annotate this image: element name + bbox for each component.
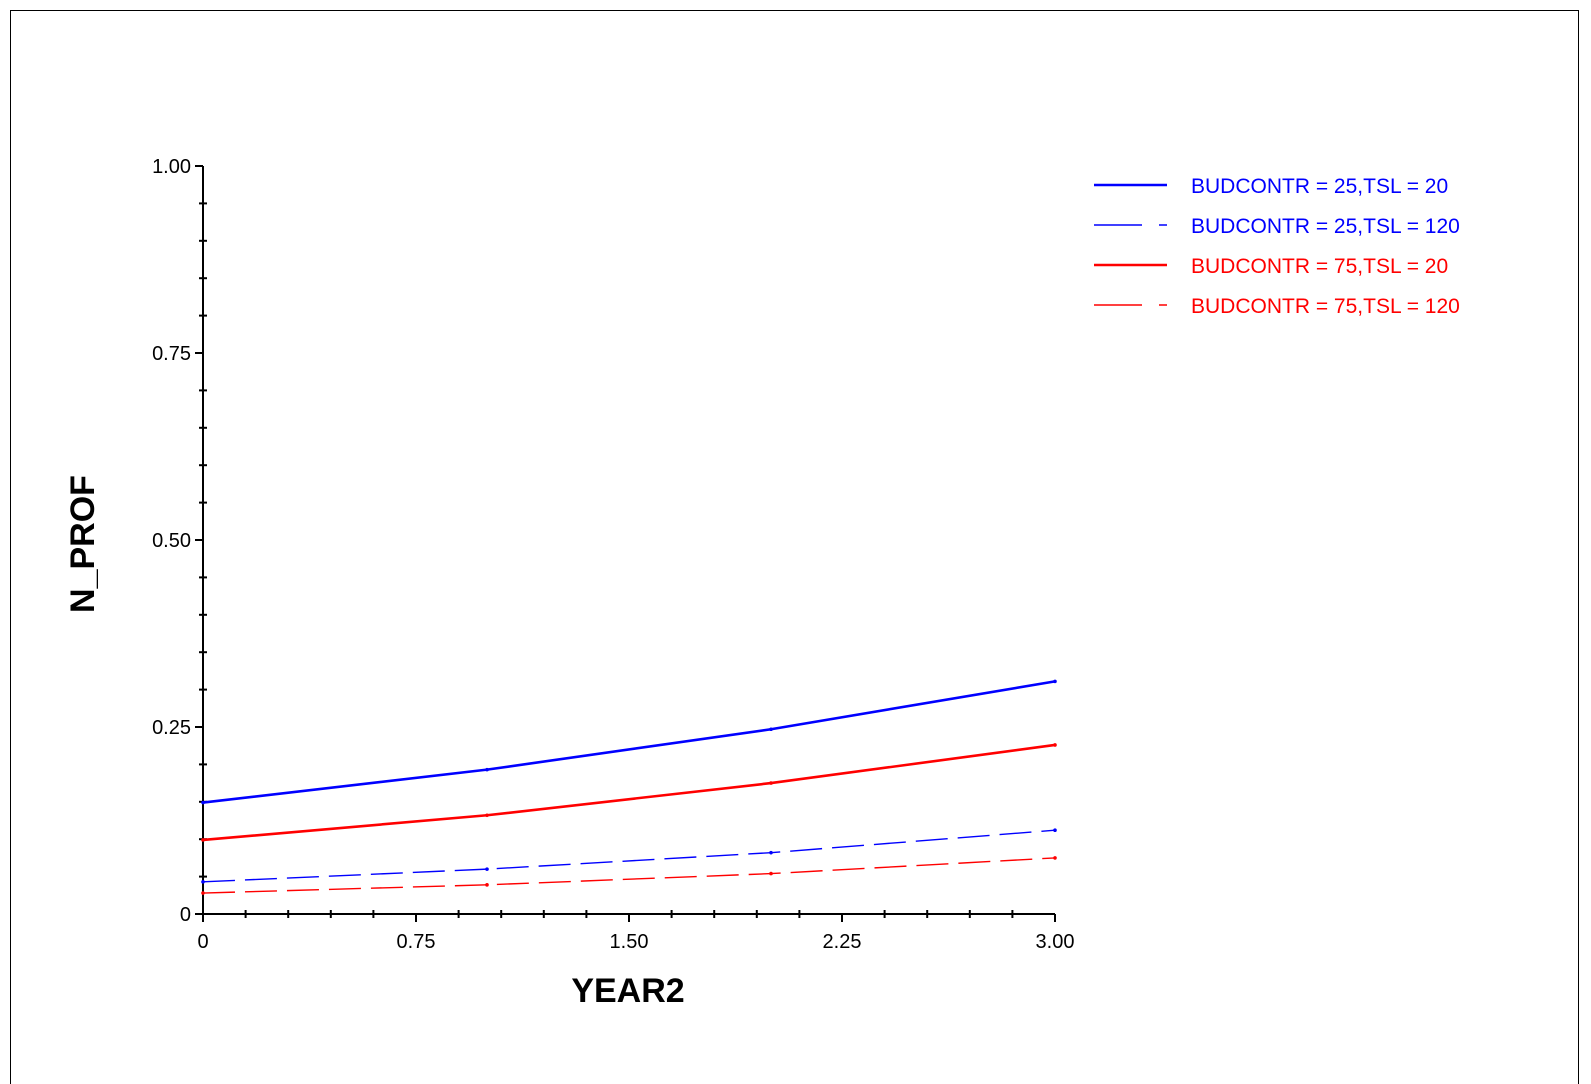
y-tick-label: 0.75	[152, 343, 191, 365]
data-point	[485, 867, 489, 871]
x-tick-label: 2.25	[823, 931, 862, 953]
legend-label: BUDCONTR = 25,TSL = 120	[1191, 215, 1460, 238]
y-tick-label: 1.00	[152, 156, 191, 178]
data-point	[769, 871, 773, 876]
series-line	[202, 680, 1056, 804]
x-tick-label: 1.50	[610, 931, 649, 953]
y-axis-title: N_PROF	[64, 475, 102, 613]
data-point	[201, 880, 205, 884]
legend: BUDCONTR = 25,TSL = 20 BUDCONTR = 25,TSL …	[1094, 175, 1460, 318]
y-tick-label: 0.25	[152, 717, 191, 739]
x-tick-label: 0	[197, 931, 208, 953]
x-tick-label: 3.00	[1036, 931, 1075, 953]
series-line	[202, 857, 1056, 894]
data-point	[769, 850, 773, 855]
legend-label: BUDCONTR = 75,TSL = 120	[1191, 295, 1460, 318]
data-point	[1053, 679, 1057, 684]
plot-area	[201, 679, 1057, 895]
y-tick-label: 0	[180, 904, 191, 926]
x-tick-label: 0.75	[397, 931, 436, 953]
series-line	[202, 829, 1056, 883]
data-point	[201, 891, 205, 895]
y-tick-label: 0.50	[152, 530, 191, 552]
data-point	[1053, 828, 1057, 833]
axes: 0 0.25 0.50 0.75 1.00 0 0.75 1.50 2.25 3.00	[152, 156, 1074, 953]
legend-label: BUDCONTR = 25,TSL = 20	[1191, 175, 1448, 198]
data-point	[1053, 856, 1057, 860]
data-point	[769, 727, 773, 732]
data-point	[201, 800, 205, 805]
chart-frame	[10, 10, 1579, 1084]
data-point	[485, 813, 489, 818]
x-axis-title: YEAR2	[571, 972, 684, 1010]
data-point	[201, 838, 205, 842]
series-line	[202, 743, 1056, 842]
legend-label: BUDCONTR = 75,TSL = 20	[1191, 255, 1448, 278]
data-point	[1053, 743, 1057, 747]
data-point	[485, 767, 489, 772]
data-point	[769, 781, 773, 785]
data-point	[485, 883, 489, 887]
